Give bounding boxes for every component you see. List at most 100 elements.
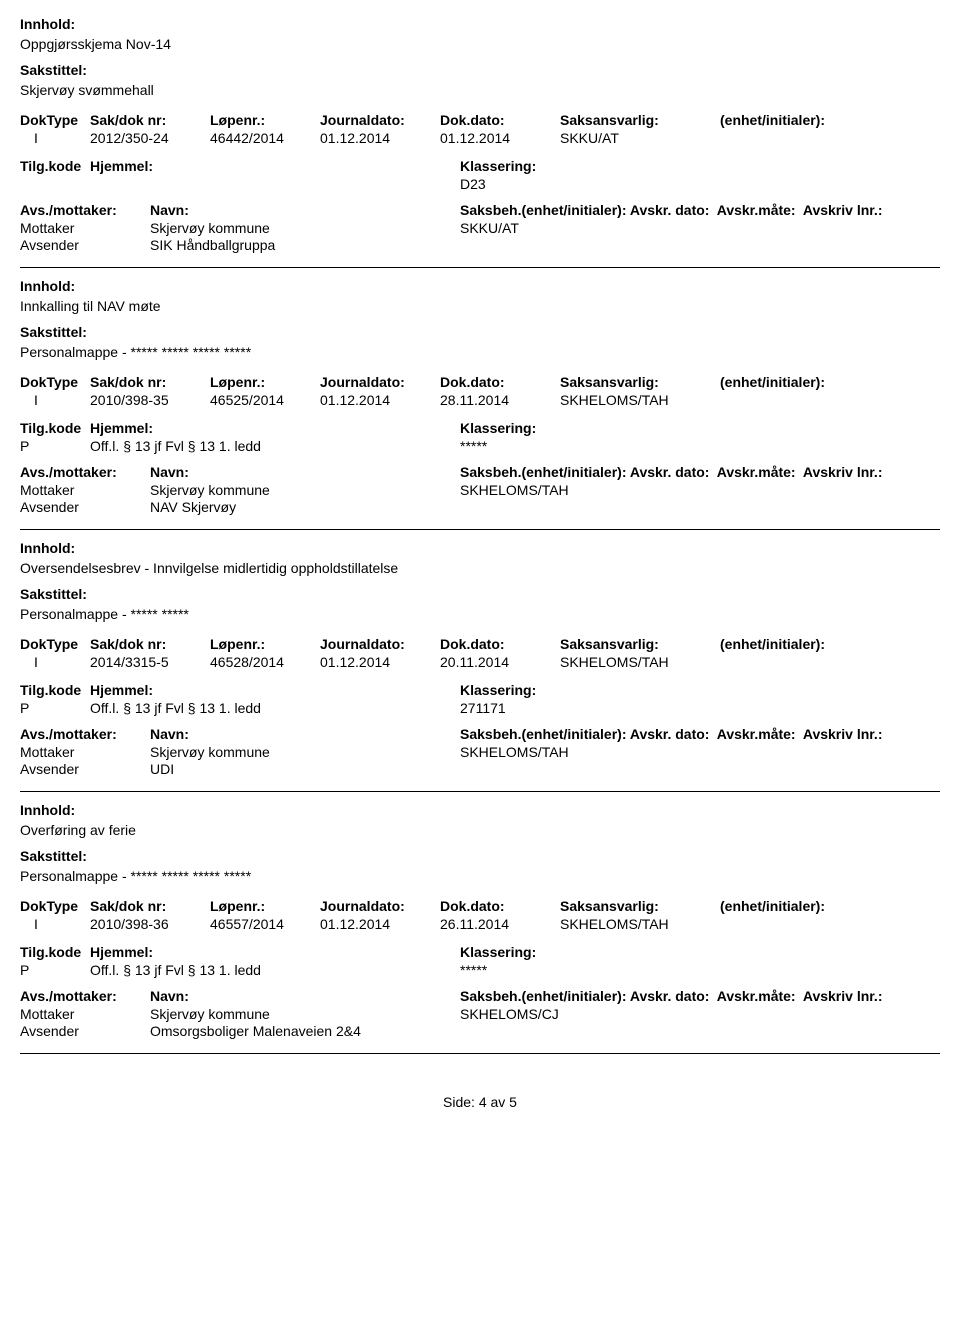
lopenr-header: Løpenr.:	[210, 112, 320, 128]
saksansvarlig-value: SKHELOMS/TAH	[560, 916, 720, 932]
dokdato-header: Dok.dato:	[440, 374, 560, 390]
hjemmel-header: Hjemmel:	[90, 944, 153, 960]
doktype-header: DokType	[20, 898, 90, 914]
sakdok-value: 2014/3315-5	[90, 654, 210, 670]
saksansvarlig-value: SKKU/AT	[560, 130, 720, 146]
sakdok-value: 2010/398-35	[90, 392, 210, 408]
hjemmel-header: Hjemmel:	[90, 158, 153, 174]
mottaker-navn: Skjervøy kommune	[150, 220, 460, 236]
klassering-value: D23	[460, 176, 940, 192]
avsender-row: Avsender Omsorgsboliger Malenaveien 2&4	[20, 1023, 940, 1039]
innhold-label: Innhold:	[20, 278, 940, 294]
journal-record: Innhold: Oversendelsesbrev - Innvilgelse …	[20, 540, 940, 777]
avsender-navn: UDI	[150, 761, 460, 777]
avsender-navn: SIK Håndballgruppa	[150, 237, 460, 253]
avsender-saksbeh	[460, 761, 940, 777]
sakstittel-label: Sakstittel:	[20, 62, 940, 78]
sakstittel-label: Sakstittel:	[20, 848, 940, 864]
metadata-value-row: I 2014/3315-5 46528/2014 01.12.2014 20.1…	[20, 654, 940, 670]
hjemmel-value: Off.l. § 13 jf Fvl § 13 1. ledd	[90, 700, 460, 716]
avsender-saksbeh	[460, 499, 940, 515]
avsmottaker-header-row: Avs./mottaker: Navn: Saksbeh.(enhet/init…	[20, 464, 940, 480]
saksbeh-header: Saksbeh.(enhet/initialer): Avskr. dato: …	[460, 202, 940, 218]
hjemmel-header-row: Tilg.kode Hjemmel: Klassering:	[20, 158, 940, 174]
lopenr-header: Løpenr.:	[210, 636, 320, 652]
tilgkode-header: Tilg.kode	[20, 420, 90, 436]
sakstittel-label: Sakstittel:	[20, 324, 940, 340]
metadata-header-row: DokType Sak/dok nr: Løpenr.: Journaldato…	[20, 636, 940, 652]
mottaker-label: Mottaker	[20, 482, 150, 498]
dokdato-header: Dok.dato:	[440, 898, 560, 914]
lopenr-value: 46528/2014	[210, 654, 320, 670]
innhold-label: Innhold:	[20, 16, 940, 32]
klassering-value: *****	[460, 962, 940, 978]
avsender-label: Avsender	[20, 499, 150, 515]
innhold-value: Overføring av ferie	[20, 822, 940, 838]
mottaker-saksbeh: SKHELOMS/TAH	[460, 482, 940, 498]
enhet-value	[720, 130, 940, 146]
klassering-header: Klassering:	[460, 682, 940, 698]
tilgkode-header: Tilg.kode	[20, 682, 90, 698]
tilgkode-value: P	[20, 962, 90, 978]
avsmottaker-header: Avs./mottaker:	[20, 988, 150, 1004]
journaldato-value: 01.12.2014	[320, 130, 440, 146]
innhold-label: Innhold:	[20, 540, 940, 556]
hjemmel-header: Hjemmel:	[90, 682, 153, 698]
innhold-value: Oppgjørsskjema Nov-14	[20, 36, 940, 52]
hjemmel-value-row: P Off.l. § 13 jf Fvl § 13 1. ledd *****	[20, 438, 940, 454]
record-divider	[20, 529, 940, 530]
mottaker-saksbeh: SKHELOMS/CJ	[460, 1006, 940, 1022]
doktype-value: I	[20, 130, 90, 146]
avsmottaker-header-row: Avs./mottaker: Navn: Saksbeh.(enhet/init…	[20, 726, 940, 742]
saksansvarlig-value: SKHELOMS/TAH	[560, 392, 720, 408]
sakstittel-value: Skjervøy svømmehall	[20, 82, 940, 98]
saksansvarlig-header: Saksansvarlig:	[560, 898, 720, 914]
doktype-value: I	[20, 654, 90, 670]
metadata-header-row: DokType Sak/dok nr: Løpenr.: Journaldato…	[20, 374, 940, 390]
sakstittel-value: Personalmappe - ***** ***** ***** *****	[20, 868, 940, 884]
journaldato-header: Journaldato:	[320, 898, 440, 914]
avsmottaker-header: Avs./mottaker:	[20, 726, 150, 742]
hjemmel-value-row: P Off.l. § 13 jf Fvl § 13 1. ledd 271171	[20, 700, 940, 716]
sakstittel-label: Sakstittel:	[20, 586, 940, 602]
tilgkode-value: P	[20, 438, 90, 454]
hjemmel-value-row: D23	[20, 176, 940, 192]
journaldato-value: 01.12.2014	[320, 916, 440, 932]
hjemmel-header-row: Tilg.kode Hjemmel: Klassering:	[20, 944, 940, 960]
navn-header: Navn:	[150, 202, 460, 218]
metadata-header-row: DokType Sak/dok nr: Løpenr.: Journaldato…	[20, 898, 940, 914]
avsender-label: Avsender	[20, 1023, 150, 1039]
journaldato-value: 01.12.2014	[320, 392, 440, 408]
metadata-value-row: I 2010/398-35 46525/2014 01.12.2014 28.1…	[20, 392, 940, 408]
avsmottaker-header: Avs./mottaker:	[20, 464, 150, 480]
enhet-value	[720, 654, 940, 670]
enhet-header: (enhet/initialer):	[720, 898, 940, 914]
dokdato-value: 01.12.2014	[440, 130, 560, 146]
enhet-header: (enhet/initialer):	[720, 636, 940, 652]
mottaker-navn: Skjervøy kommune	[150, 482, 460, 498]
mottaker-row: Mottaker Skjervøy kommune SKHELOMS/CJ	[20, 1006, 940, 1022]
enhet-header: (enhet/initialer):	[720, 374, 940, 390]
lopenr-value: 46525/2014	[210, 392, 320, 408]
mottaker-navn: Skjervøy kommune	[150, 1006, 460, 1022]
innhold-value: Innkalling til NAV møte	[20, 298, 940, 314]
avsender-row: Avsender SIK Håndballgruppa	[20, 237, 940, 253]
record-divider	[20, 267, 940, 268]
doktype-header: DokType	[20, 636, 90, 652]
hjemmel-value: Off.l. § 13 jf Fvl § 13 1. ledd	[90, 438, 460, 454]
saksbeh-header: Saksbeh.(enhet/initialer): Avskr. dato: …	[460, 988, 940, 1004]
page-footer: Side: 4 av 5	[20, 1094, 940, 1110]
journal-record: Innhold:Overføring av ferieSakstittel:Pe…	[20, 802, 940, 1039]
innhold-value: Oversendelsesbrev - Innvilgelse midlerti…	[20, 560, 940, 576]
sakdok-header: Sak/dok nr:	[90, 112, 210, 128]
enhet-header: (enhet/initialer):	[720, 112, 940, 128]
avsmottaker-header-row: Avs./mottaker: Navn: Saksbeh.(enhet/init…	[20, 988, 940, 1004]
sakdok-header: Sak/dok nr:	[90, 636, 210, 652]
hjemmel-value: Off.l. § 13 jf Fvl § 13 1. ledd	[90, 962, 460, 978]
mottaker-label: Mottaker	[20, 220, 150, 236]
dokdato-value: 20.11.2014	[440, 654, 560, 670]
record-divider	[20, 1053, 940, 1054]
avsmottaker-header-row: Avs./mottaker: Navn: Saksbeh.(enhet/init…	[20, 202, 940, 218]
records-container: Innhold: Oppgjørsskjema Nov-14 Sakstittel:…	[20, 16, 940, 1054]
doktype-header: DokType	[20, 112, 90, 128]
